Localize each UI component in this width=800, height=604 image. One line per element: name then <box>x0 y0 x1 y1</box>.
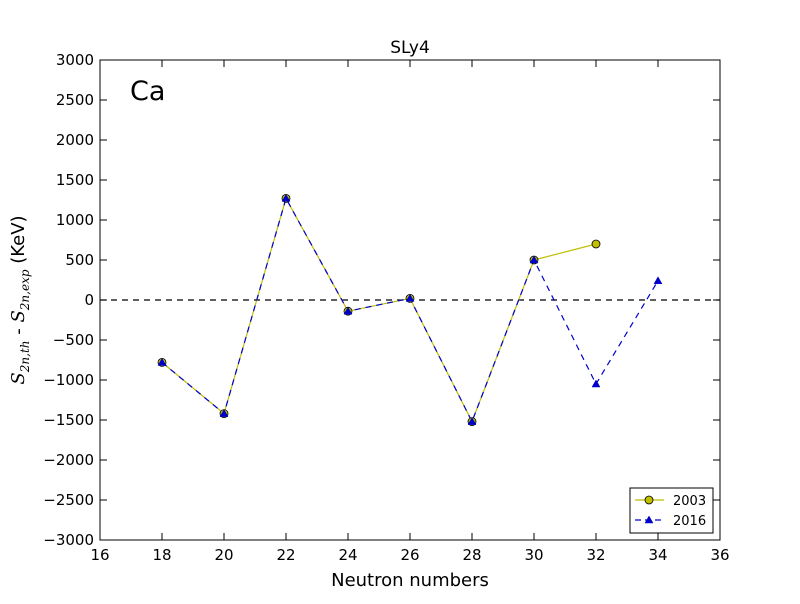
x-tick-label: 26 <box>400 546 419 564</box>
data-point-2016 <box>529 255 539 264</box>
y-tick-label: −1000 <box>43 371 94 389</box>
legend-marker-2003 <box>644 495 654 505</box>
data-point-2016 <box>157 357 167 366</box>
y-label-separator: - <box>8 323 29 341</box>
x-axis-label: Neutron numbers <box>331 570 489 591</box>
y-tick-label: −500 <box>53 331 94 349</box>
y-tick-label: −2000 <box>43 451 94 469</box>
legend-label-2003: 2003 <box>673 494 706 509</box>
data-point-2016 <box>281 193 291 202</box>
y-tick-label: −2500 <box>43 491 94 509</box>
y-label-unit: (KeV) <box>8 215 29 269</box>
y-tick-label: 500 <box>65 251 94 269</box>
data-point-2016 <box>405 293 415 302</box>
y-axis-label-text: S2n,th - S2n,exp (KeV) <box>8 215 32 384</box>
element-annotation: Ca <box>130 76 165 107</box>
data-point-2003 <box>591 239 601 249</box>
data-point-2016 <box>343 306 353 315</box>
x-tick-label: 34 <box>648 546 667 564</box>
y-tick-label: 2000 <box>56 131 94 149</box>
x-tick-label: 24 <box>338 546 357 564</box>
y-axis-label: S2n,th - S2n,exp (KeV) <box>8 215 32 384</box>
y-tick-label: −3000 <box>43 531 94 549</box>
x-tick-label: 36 <box>710 546 729 564</box>
chart-title: SLy4 <box>390 38 430 58</box>
legend-marker-2016 <box>644 515 654 524</box>
y-tick-label: 2500 <box>56 91 94 109</box>
legend-box <box>629 487 714 534</box>
y-label-symbol: S <box>8 372 29 384</box>
data-point-2016 <box>219 409 229 417</box>
x-tick-label: 32 <box>586 546 605 564</box>
legend-label-2016: 2016 <box>673 514 706 529</box>
x-tick-label: 30 <box>524 546 543 564</box>
y-tick-label: −1500 <box>43 411 94 429</box>
y-tick-label: 1500 <box>56 171 94 189</box>
x-tick-label: 20 <box>214 546 233 564</box>
data-point-2016 <box>467 417 477 425</box>
x-tick-label: 28 <box>462 546 481 564</box>
y-tick-label: 0 <box>84 291 94 309</box>
x-tick-label: 16 <box>90 546 109 564</box>
x-tick-label: 22 <box>276 546 295 564</box>
y-label-sub-exp: 2n,exp <box>18 269 32 311</box>
y-tick-label: 1000 <box>56 211 94 229</box>
x-tick-label: 18 <box>152 546 171 564</box>
y-label-symbol-2: S <box>8 310 29 322</box>
y-tick-label: 3000 <box>56 51 94 69</box>
data-point-2016 <box>653 276 663 285</box>
data-point-2016 <box>591 379 601 388</box>
y-label-sub-th: 2n,th <box>18 341 32 374</box>
